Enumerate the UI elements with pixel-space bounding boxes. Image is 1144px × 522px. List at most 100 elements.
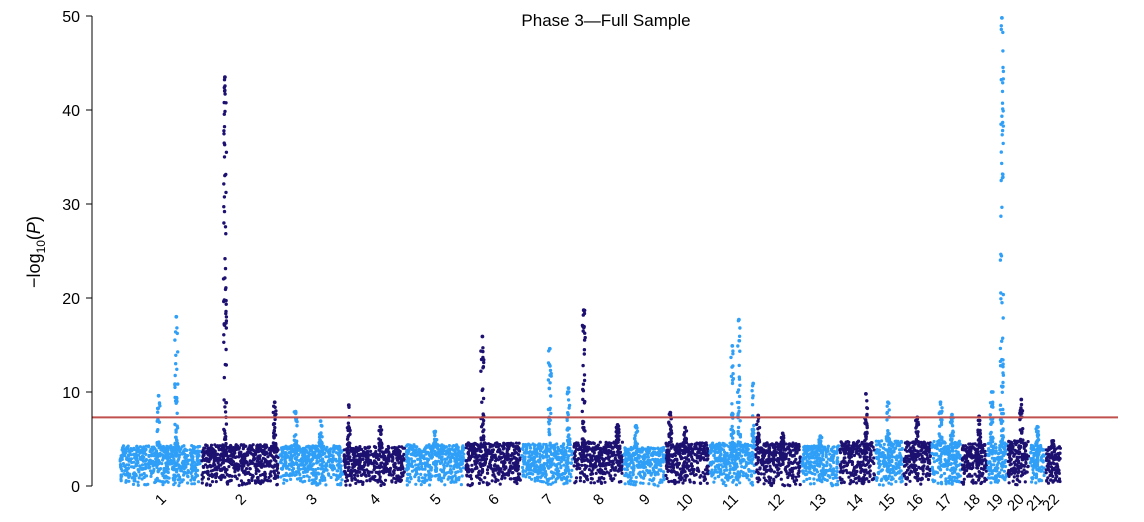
snp-point — [223, 449, 227, 453]
peak-point — [731, 372, 735, 376]
snp-point — [540, 467, 544, 471]
peak-top-point — [634, 423, 638, 428]
snp-point — [734, 483, 739, 487]
snp-point — [602, 445, 606, 449]
peak-top-point — [683, 425, 687, 430]
snp-point — [126, 444, 130, 448]
snp-point — [175, 461, 179, 465]
snp-point — [626, 449, 630, 453]
snp-point — [414, 482, 418, 486]
peak-point — [737, 334, 742, 338]
snp-point — [293, 449, 297, 454]
snp-point — [189, 451, 193, 455]
peak-point — [481, 422, 485, 426]
snp-point — [718, 446, 722, 450]
snp-point — [232, 453, 236, 457]
snp-point — [625, 459, 629, 463]
snp-point — [470, 451, 475, 455]
snp-point — [405, 483, 409, 487]
snp-point — [569, 475, 573, 479]
snp-point — [204, 456, 208, 460]
snp-point — [586, 459, 591, 463]
snp-point — [131, 447, 135, 451]
snp-point — [734, 453, 738, 457]
snp-point — [730, 458, 734, 462]
snp-point — [394, 451, 398, 455]
snp-point — [440, 479, 444, 483]
snp-point — [491, 448, 495, 452]
snp-point — [702, 458, 706, 462]
snp-point — [260, 479, 264, 483]
snp-point — [285, 479, 289, 483]
snp-point — [334, 457, 338, 461]
snp-point — [693, 446, 698, 450]
chromosome-5-points — [404, 429, 466, 487]
snp-point — [298, 479, 303, 483]
snp-point — [272, 469, 276, 473]
snp-point — [177, 466, 181, 470]
snp-point — [221, 457, 226, 461]
snp-point — [631, 483, 636, 487]
snp-point — [483, 476, 487, 480]
snp-point — [212, 458, 216, 462]
snp-point — [253, 457, 257, 461]
chromosome-4-points — [342, 403, 407, 488]
chromosome-2-points — [200, 75, 280, 487]
snp-point — [561, 443, 566, 447]
peak-point — [683, 436, 687, 440]
snp-point — [120, 469, 124, 473]
peak-point — [273, 442, 278, 447]
snp-point — [478, 449, 482, 453]
snp-point — [576, 462, 580, 466]
snp-point — [575, 467, 579, 471]
snp-point — [190, 474, 194, 478]
peak-point — [730, 424, 734, 429]
snp-point — [161, 483, 165, 487]
snp-point — [196, 480, 201, 484]
snp-point — [594, 471, 598, 475]
peak-point — [176, 350, 180, 354]
snp-point — [596, 444, 600, 448]
snp-point — [269, 464, 273, 468]
snp-point — [220, 448, 224, 452]
snp-point — [511, 461, 515, 465]
snp-point — [517, 441, 521, 445]
peak-point — [175, 367, 179, 371]
peak-point — [738, 349, 742, 353]
snp-point — [596, 468, 600, 472]
snp-point — [178, 447, 182, 451]
snp-point — [119, 479, 123, 483]
snp-point — [657, 463, 661, 467]
snp-point — [181, 478, 185, 482]
peak-point — [379, 432, 383, 436]
snp-point — [406, 458, 410, 462]
snp-point — [268, 479, 272, 483]
snp-point — [455, 454, 459, 458]
snp-point — [213, 463, 217, 467]
snp-point — [233, 467, 237, 472]
snp-point — [257, 479, 261, 483]
peak-point — [222, 340, 226, 344]
snp-point — [539, 446, 544, 450]
snp-point — [356, 474, 360, 478]
chromosome-6-points — [464, 334, 522, 488]
snp-point — [326, 459, 330, 463]
snp-point — [698, 475, 702, 479]
peak-point — [222, 398, 226, 402]
snp-point — [437, 473, 441, 477]
snp-point — [652, 458, 656, 462]
snp-point — [649, 462, 654, 466]
snp-point — [149, 474, 153, 478]
peak-point — [736, 390, 740, 394]
peak-point — [223, 276, 227, 280]
snp-point — [219, 467, 223, 471]
snp-point — [166, 456, 170, 461]
snp-point — [324, 455, 328, 459]
snp-point — [200, 477, 204, 481]
peak-point — [346, 421, 351, 425]
snp-point — [487, 482, 491, 486]
snp-point — [184, 463, 188, 467]
snp-point — [144, 444, 148, 448]
snp-point — [394, 480, 398, 484]
